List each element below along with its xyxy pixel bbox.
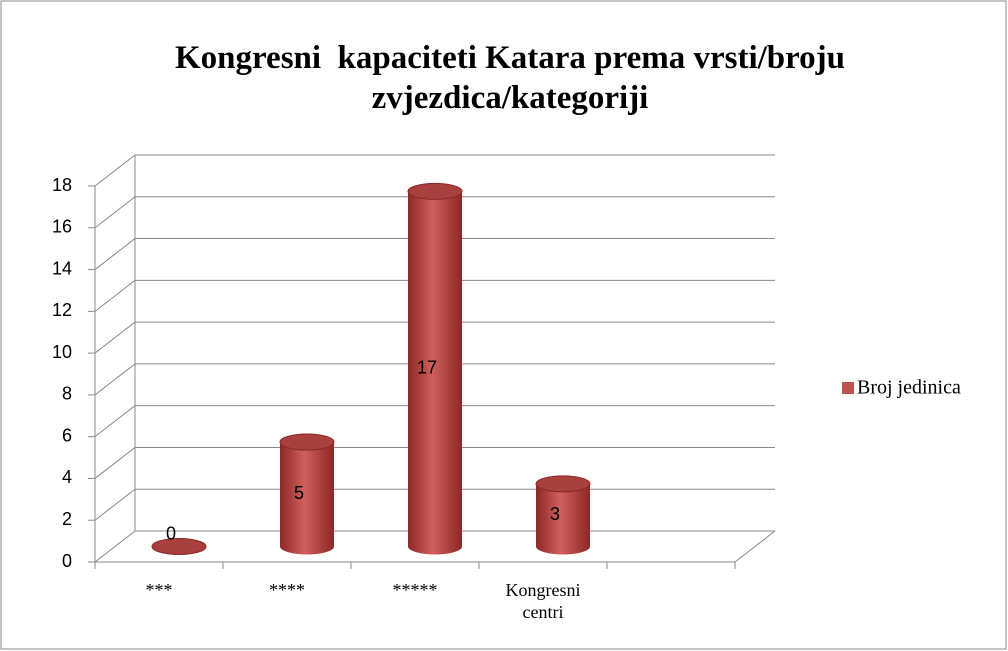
y-tick-label: 8	[62, 384, 72, 404]
bar-top	[407, 182, 463, 200]
grid-line	[94, 447, 136, 479]
bar-top	[535, 475, 591, 493]
floor-edge	[734, 530, 776, 563]
y-tick-label: 18	[52, 175, 72, 195]
data-label: 17	[417, 358, 437, 378]
grid-line	[94, 238, 136, 270]
bar	[408, 191, 462, 555]
y-tick-label: 4	[62, 467, 72, 487]
x-tick-label: Kongresni centri	[505, 580, 581, 622]
grid-line	[94, 405, 136, 438]
y-tick-label: 6	[62, 425, 72, 445]
y-tick-label: 16	[52, 217, 72, 237]
bar	[280, 442, 334, 555]
bar-top	[151, 538, 207, 555]
grid-line	[94, 363, 136, 396]
x-tick-label: ***	[145, 580, 173, 600]
grid-line	[94, 196, 136, 229]
bar-top	[279, 433, 335, 451]
x-tick-label: *****	[392, 580, 438, 600]
grid-line	[94, 279, 136, 312]
bar	[536, 483, 590, 555]
legend-swatch	[842, 382, 854, 394]
data-label: 3	[550, 504, 560, 524]
y-tick-label: 0	[62, 551, 72, 571]
grid-line	[94, 321, 136, 354]
data-label: 5	[294, 483, 304, 503]
chart-title: Kongresni kapaciteti Katara prema vrsti/…	[174, 40, 854, 116]
legend-label: Broj jedinica	[857, 377, 961, 399]
y-tick-label: 2	[62, 509, 72, 529]
y-tick-label: 12	[52, 300, 72, 320]
grid-line	[94, 488, 136, 521]
y-tick-label: 10	[52, 342, 72, 362]
x-tick-label: ****	[269, 580, 305, 600]
grid-line	[94, 530, 136, 563]
y-tick-label: 14	[52, 258, 72, 278]
grid-line	[94, 154, 136, 187]
data-label: 0	[166, 523, 176, 543]
